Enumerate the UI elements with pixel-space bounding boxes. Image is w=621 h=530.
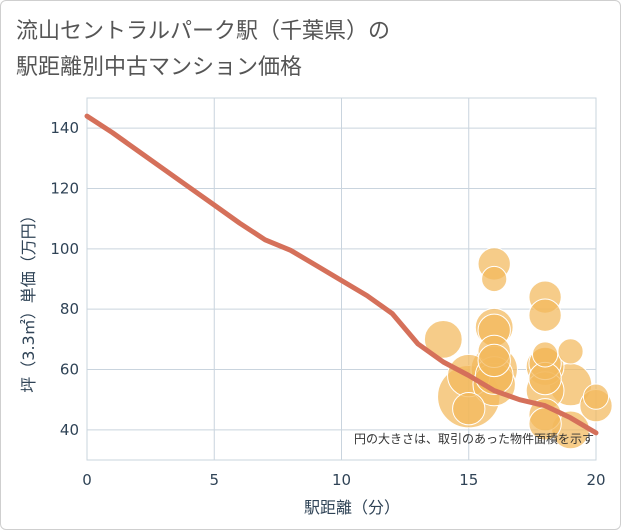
x-tick-label: 20 (586, 471, 605, 489)
y-axis-ticks: 40 60 80 100 120 140 (50, 119, 79, 439)
data-bubble (481, 265, 508, 293)
data-bubble (477, 343, 511, 378)
x-tick-label: 10 (332, 471, 351, 489)
x-tick-label: 5 (209, 471, 219, 489)
y-tick-label: 80 (60, 300, 79, 318)
y-tick-label: 40 (60, 421, 79, 439)
chart-title-line-2: 駅距離別中古マンション価格 (16, 55, 303, 80)
data-bubble (423, 319, 463, 359)
x-axis-ticks: 0 5 10 15 20 (82, 471, 605, 489)
trend-series (84, 113, 599, 436)
trend-line (84, 113, 599, 436)
data-bubble (532, 341, 559, 368)
x-tick-label: 0 (82, 471, 92, 489)
chart-title: 流山セントラルパーク駅（千葉県）の 駅距離別中古マンション価格 (16, 14, 576, 86)
chart-title-line-1: 流山セントラルパーク駅（千葉県）の (16, 19, 391, 44)
y-tick-label: 140 (50, 119, 79, 137)
data-bubble (582, 383, 610, 410)
x-axis-label: 駅距離（分） (304, 498, 400, 517)
y-axis-label: 坪（3.3㎡）単価（万円） (19, 207, 38, 392)
data-bubble (452, 392, 486, 426)
bubble-size-note: 円の大きさは、取引のあった物件面積を示す (354, 431, 594, 446)
y-tick-label: 120 (50, 180, 79, 198)
data-bubble (528, 298, 562, 332)
bubble-series (423, 247, 613, 450)
x-tick-label: 15 (459, 471, 478, 489)
y-tick-label: 60 (60, 361, 79, 379)
data-bubble (557, 338, 584, 365)
y-tick-label: 100 (50, 240, 79, 258)
